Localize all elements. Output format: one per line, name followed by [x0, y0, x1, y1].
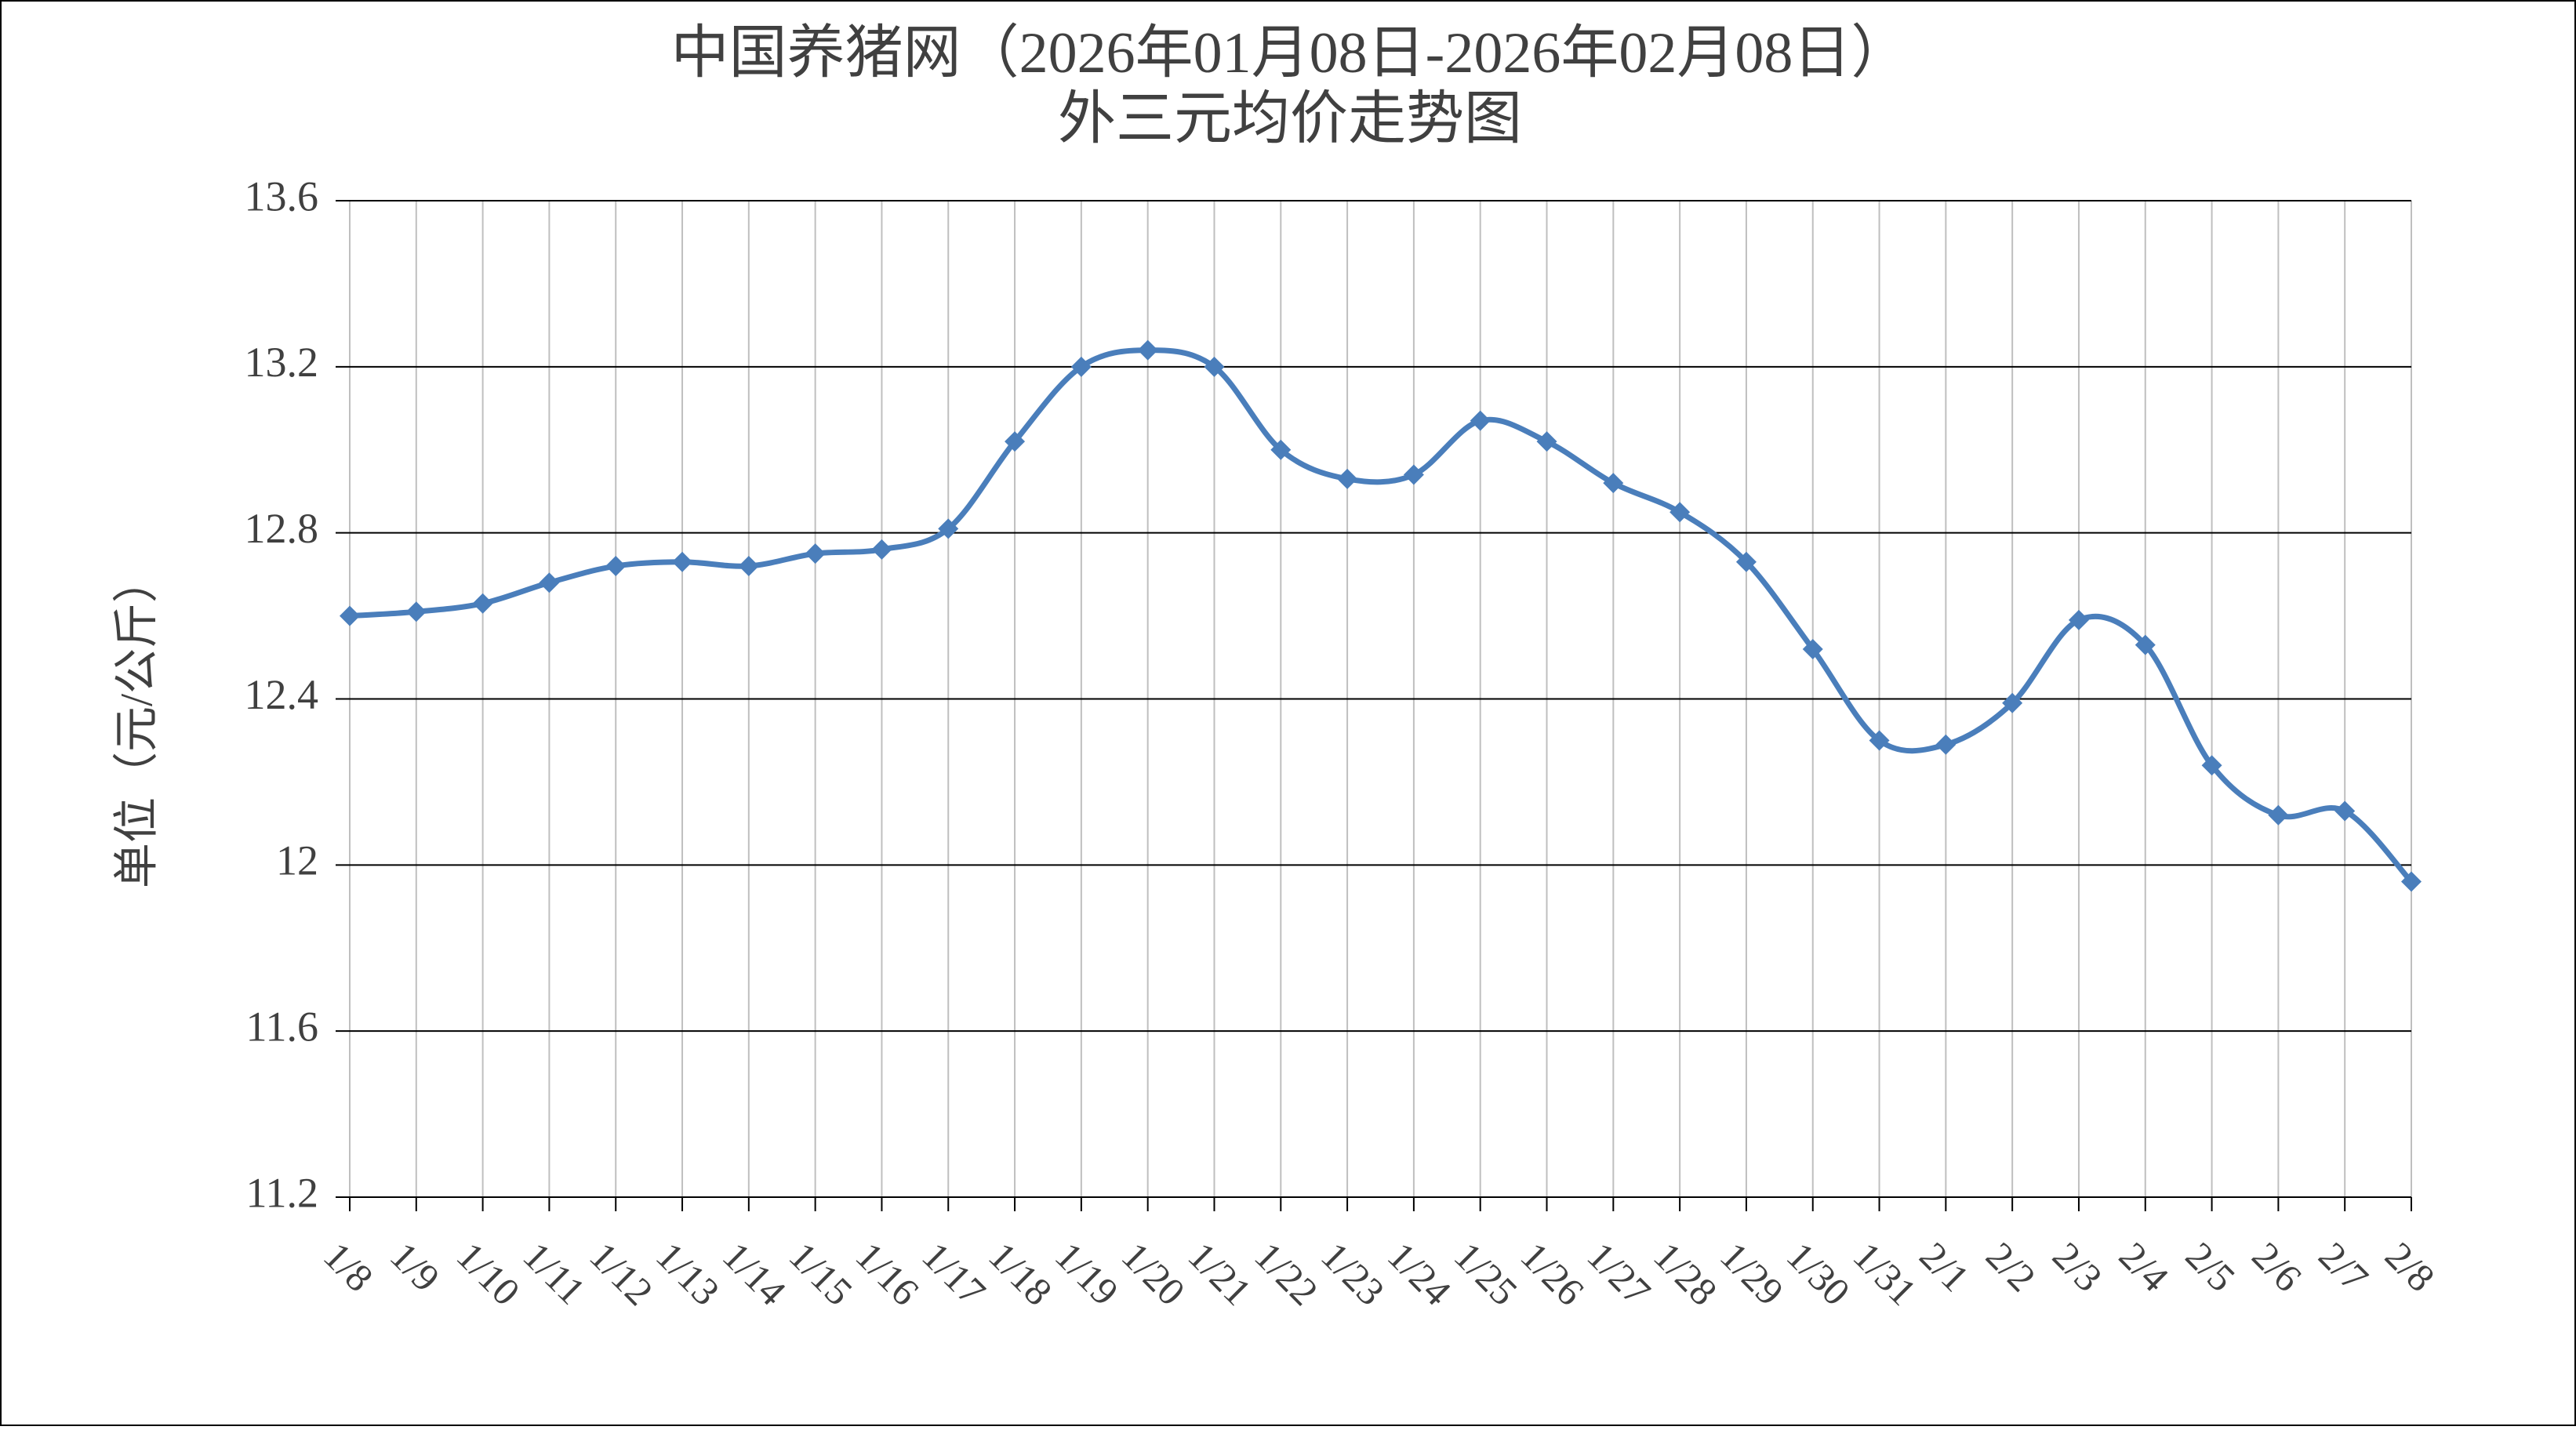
data-marker [472, 593, 493, 614]
data-marker [805, 543, 826, 564]
data-marker [1869, 730, 1890, 751]
data-marker [672, 551, 693, 572]
data-marker [405, 601, 427, 622]
y-tick-label: 11.2 [246, 1169, 319, 1216]
data-marker [1137, 339, 1158, 361]
data-marker [738, 556, 759, 577]
y-axis-label: 单位（元/公斤） [111, 557, 162, 888]
data-marker [1005, 431, 1026, 452]
y-tick-label: 12.8 [245, 505, 319, 552]
data-marker [2068, 609, 2089, 630]
data-marker [1270, 439, 1292, 460]
data-marker [1802, 638, 1823, 659]
data-marker [605, 556, 627, 577]
data-marker [1735, 551, 1757, 572]
data-marker [938, 518, 959, 539]
y-tick-label: 12.4 [245, 671, 319, 718]
data-marker [1403, 464, 1424, 485]
data-marker [1070, 356, 1092, 377]
data-marker [1603, 473, 1624, 494]
chart-subtitle: 外三元均价走势图 [1058, 87, 1522, 151]
data-marker [1470, 410, 1491, 431]
y-tick-label: 12 [276, 837, 318, 884]
data-marker [871, 539, 892, 560]
data-marker [1669, 502, 1691, 523]
data-marker [2201, 755, 2222, 776]
data-marker [2135, 634, 2156, 655]
chart-title: 中国养猪网（2026年01月08日-2026年02月08日） [671, 21, 1909, 85]
data-marker [2002, 692, 2023, 713]
data-marker [1935, 734, 1957, 755]
data-marker [1337, 468, 1358, 489]
data-marker [2334, 800, 2356, 822]
data-marker [2401, 871, 2422, 892]
y-tick-label: 13.2 [245, 339, 319, 386]
y-tick-label: 13.6 [245, 172, 319, 220]
data-marker [1204, 356, 1225, 377]
data-marker [539, 572, 560, 593]
data-marker [2268, 804, 2289, 826]
data-marker [340, 605, 360, 626]
data-marker [1536, 431, 1557, 452]
y-tick-label: 11.6 [246, 1004, 319, 1051]
